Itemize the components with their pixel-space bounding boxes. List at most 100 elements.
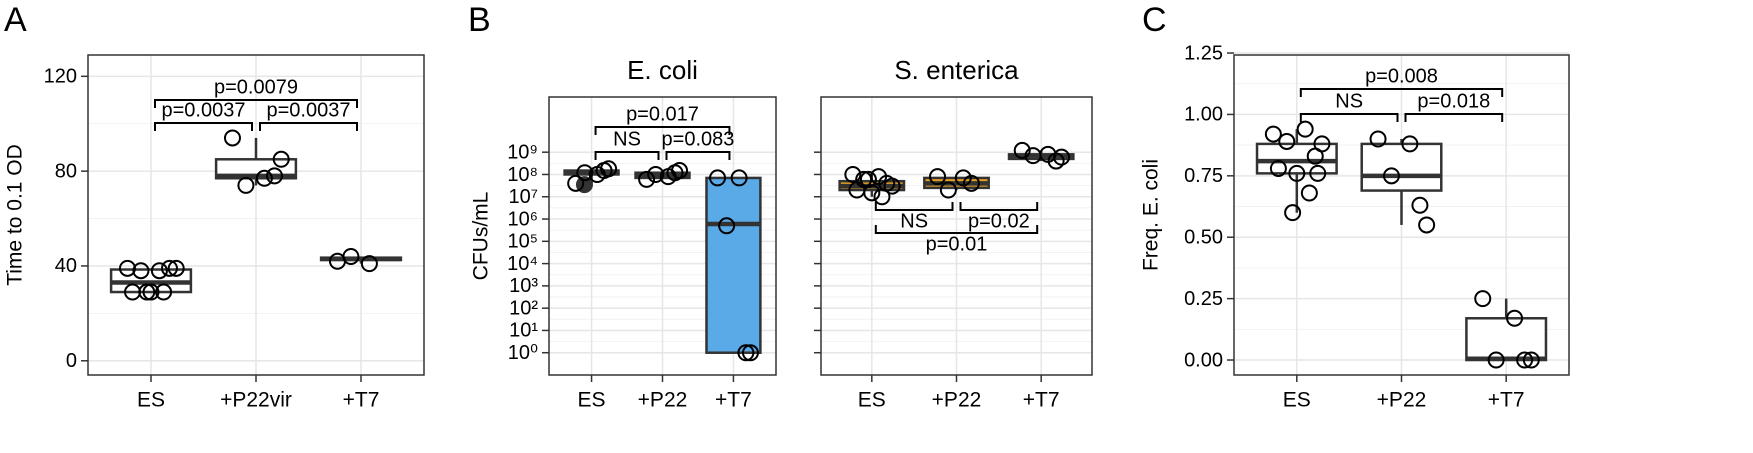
point: [1506, 309, 1524, 327]
box: [1360, 142, 1443, 192]
point: [360, 255, 378, 273]
y-tick-label: 1.25: [1184, 42, 1223, 64]
y-tick-label: 0.25: [1184, 288, 1223, 310]
significance-label: NS: [613, 128, 641, 150]
y-tick-label: 40: [55, 255, 77, 277]
significance-label: p=0.02: [968, 210, 1030, 232]
y-tick-label: 10⁵: [507, 231, 538, 253]
point: [718, 217, 736, 235]
y-axis-title: CFUs/mL: [470, 192, 493, 281]
x-tick-label: +T7: [715, 389, 752, 412]
facet-title: E. coli: [627, 55, 698, 85]
point: [1264, 125, 1282, 143]
y-tick-label: 0.00: [1184, 349, 1223, 371]
point: [1024, 147, 1042, 165]
y-tick-label: 10⁶: [508, 208, 538, 230]
point: [929, 168, 947, 186]
point: [1309, 164, 1327, 182]
significance-label: p=0.0037: [162, 99, 246, 121]
point: [962, 174, 980, 192]
y-tick-label: 10³: [509, 275, 538, 297]
significance-bracket: [594, 151, 660, 160]
x-tick-label: +P22: [1377, 389, 1427, 412]
significance-bracket: [259, 122, 358, 131]
point: [118, 259, 136, 277]
point: [1278, 132, 1296, 150]
point: [1313, 135, 1331, 153]
point: [1522, 351, 1540, 369]
point: [859, 170, 877, 188]
significance-bracket: [874, 225, 1039, 234]
point: [671, 162, 689, 180]
point: [1047, 152, 1065, 170]
y-tick-label: 10¹: [509, 320, 538, 342]
y-tick-label: 10²: [509, 297, 538, 319]
significance-label: p=0.0079: [214, 76, 298, 98]
point: [730, 169, 748, 187]
point: [1296, 120, 1314, 138]
plot-frame: [1233, 54, 1570, 376]
point: [883, 177, 901, 195]
x-tick-label: +P22vir: [220, 389, 292, 412]
significance-bracket: [874, 202, 954, 211]
panel-label: A: [4, 1, 27, 39]
significance-bracket: [1299, 88, 1504, 97]
significance-bracket: [1404, 113, 1504, 122]
point: [939, 181, 957, 199]
point: [150, 262, 168, 280]
point: [576, 164, 594, 182]
significance-bracket: [154, 122, 253, 131]
panel-label: B: [468, 1, 491, 39]
point: [1369, 130, 1387, 148]
box: [705, 176, 762, 354]
panel-label: C: [1142, 1, 1167, 39]
significance-bracket: [959, 202, 1039, 211]
plot-frame: [87, 54, 425, 376]
point: [265, 167, 283, 185]
point: [600, 160, 618, 178]
significance-bracket: [1299, 113, 1399, 122]
point: [741, 344, 759, 362]
x-tick-label: ES: [137, 389, 165, 412]
significance-label: p=0.017: [626, 103, 699, 125]
point: [1053, 148, 1071, 166]
point: [237, 176, 255, 194]
point: [342, 247, 360, 265]
point: [1269, 159, 1287, 177]
y-tick-label: 120: [44, 66, 77, 88]
point: [567, 174, 585, 192]
plot-frame: [820, 96, 1093, 376]
significance-label: p=0.0037: [267, 99, 351, 121]
point: [132, 262, 150, 280]
significance-bracket: [154, 99, 358, 108]
point: [1474, 290, 1492, 308]
significance-bracket: [665, 151, 731, 160]
significance-label: p=0.01: [926, 233, 988, 255]
point: [167, 259, 185, 277]
significance-bracket: [594, 126, 731, 135]
significance-label: NS: [900, 210, 928, 232]
x-tick-label: +P22: [932, 389, 982, 412]
x-tick-label: +T7: [1023, 389, 1060, 412]
y-tick-label: 0.50: [1184, 227, 1223, 249]
point: [647, 165, 665, 183]
y-tick-label: 0.75: [1184, 165, 1223, 187]
y-tick-label: 10⁰: [508, 342, 538, 364]
point: [638, 170, 656, 188]
significance-label: p=0.008: [1365, 65, 1438, 87]
point: [1516, 351, 1534, 369]
point: [1300, 184, 1318, 202]
y-tick-label: 1.00: [1184, 104, 1223, 126]
y-tick-label: 10⁸: [507, 164, 538, 186]
significance-label: p=0.083: [662, 128, 735, 150]
x-tick-label: +T7: [343, 389, 380, 412]
point: [138, 283, 156, 301]
plot-frame: [548, 96, 777, 376]
point: [272, 150, 290, 168]
y-tick-label: 80: [55, 160, 77, 182]
point: [844, 165, 862, 183]
y-tick-label: 10⁹: [507, 141, 538, 163]
point: [255, 169, 273, 187]
point: [1284, 204, 1302, 222]
y-axis-title: Time to 0.1 OD: [4, 144, 27, 286]
